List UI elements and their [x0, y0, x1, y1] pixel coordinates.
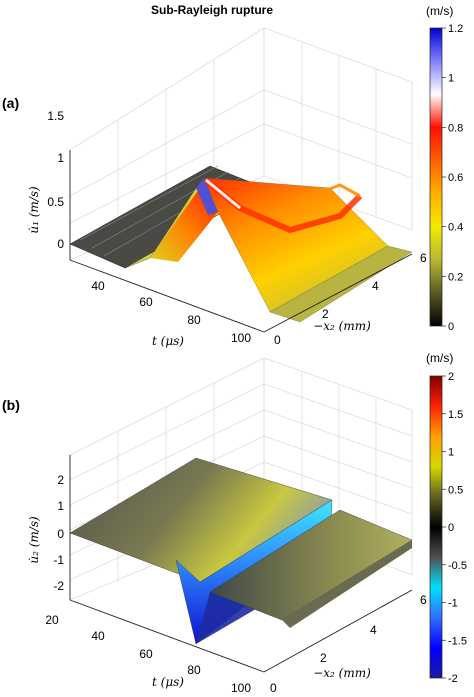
- x-tick-label: 80: [187, 663, 201, 677]
- z-tick-label: -2: [53, 579, 64, 593]
- y-axis-label-b: −x₂ (mm): [313, 666, 371, 680]
- colorbar-unit-b: (m/s): [426, 351, 453, 365]
- z-ticks-b: 2 1 0 -1 -2: [53, 473, 64, 593]
- z-tick-label: 2: [57, 473, 64, 487]
- y-tick-label: 0: [274, 333, 281, 347]
- z-ticks-a: 0 0.5 1 1.5: [47, 109, 64, 251]
- z-tick-label: 1: [57, 499, 64, 513]
- colorbar-b: (m/s) 2 1.5 1 0.5 0 -0.5 -1 -1.5 -2: [426, 351, 467, 685]
- z-axis-label-a: u̇₁ (m/s): [27, 186, 41, 234]
- z-tick-label: 0.5: [47, 195, 64, 209]
- x-axis-label-a: t (μs): [152, 334, 184, 348]
- panel-a: (a): [2, 4, 463, 348]
- x-tick-label: 20: [45, 613, 59, 627]
- x-tick-label: 100: [231, 681, 251, 695]
- colorbar-tick-label: -1.5: [448, 635, 467, 647]
- y-tick-label: 2: [322, 307, 329, 321]
- y-tick-label: 6: [420, 593, 427, 607]
- y-tick-label: 6: [420, 251, 427, 265]
- y-tick-label: 4: [372, 279, 379, 293]
- panel-b: (b): [2, 351, 467, 695]
- surface-a: [69, 165, 413, 323]
- y-tick-label: 2: [320, 651, 327, 665]
- x-tick-label: 60: [139, 647, 153, 661]
- colorbar-tick-label: 2: [448, 371, 454, 383]
- x-ticks-a: 40 60 80 100: [91, 279, 251, 345]
- x-tick-label: 100: [231, 331, 251, 345]
- z-tick-label: 0: [57, 527, 64, 541]
- colorbar-tick-label: 0: [448, 321, 454, 333]
- y-axis-label-a: −x₂ (mm): [313, 319, 371, 333]
- z-tick-label: 1.5: [47, 109, 64, 123]
- colorbar-tick-label: 1: [448, 73, 454, 85]
- x-axis-label-b: t (μs): [152, 675, 184, 689]
- x-ticks-b: 20 40 60 80 100: [45, 613, 251, 695]
- colorbar-swatch-a: [429, 27, 443, 327]
- colorbar-tick-label: -1: [448, 598, 458, 610]
- colorbar-tick-label: 0.5: [448, 484, 463, 496]
- axes-b: [69, 455, 413, 673]
- surface-b: [69, 457, 413, 645]
- colorbar-tick-label: -0.5: [448, 560, 467, 572]
- z-tick-label: -1: [53, 553, 64, 567]
- colorbar-tick-label: 0.2: [448, 271, 463, 283]
- y-ticks-b: 0 2 4 6: [270, 593, 427, 695]
- z-tick-label: 1: [57, 151, 64, 165]
- y-tick-label: 0: [270, 681, 277, 695]
- x-tick-label: 40: [91, 279, 105, 293]
- x-tick-label: 60: [139, 295, 153, 309]
- colorbar-unit-a: (m/s): [426, 4, 453, 18]
- y-ticks-a: 0 2 4 6: [274, 251, 427, 347]
- colorbar-tick-label: 0: [448, 522, 454, 534]
- z-tick-label: 0: [57, 237, 64, 251]
- colorbar-tick-label: 0.8: [448, 122, 463, 134]
- colorbar-tick-label: 1.5: [448, 409, 463, 421]
- colorbar-tick-label: 1: [448, 447, 454, 459]
- y-tick-label: 4: [370, 623, 377, 637]
- x-tick-label: 80: [187, 313, 201, 327]
- colorbar-tick-label: 1.2: [448, 23, 463, 35]
- panel-label-b: (b): [2, 397, 20, 413]
- surface-a-peak: [196, 178, 218, 215]
- colorbar-tick-label: 0.4: [448, 222, 463, 234]
- panel-label-a: (a): [2, 95, 19, 111]
- colorbar-swatch-b: [429, 375, 443, 679]
- colorbar-tick-label: 0.6: [448, 172, 463, 184]
- axes-a: [69, 150, 413, 333]
- figure-title: Sub-Rayleigh rupture: [151, 3, 273, 17]
- x-tick-label: 40: [91, 629, 105, 643]
- colorbar-a: (m/s) 0 0.2 0.4 0.6 0.8 1 1.2: [426, 4, 463, 333]
- z-axis-label-b: u̇₂ (m/s): [27, 516, 41, 564]
- colorbar-tick-label: -2: [448, 673, 458, 685]
